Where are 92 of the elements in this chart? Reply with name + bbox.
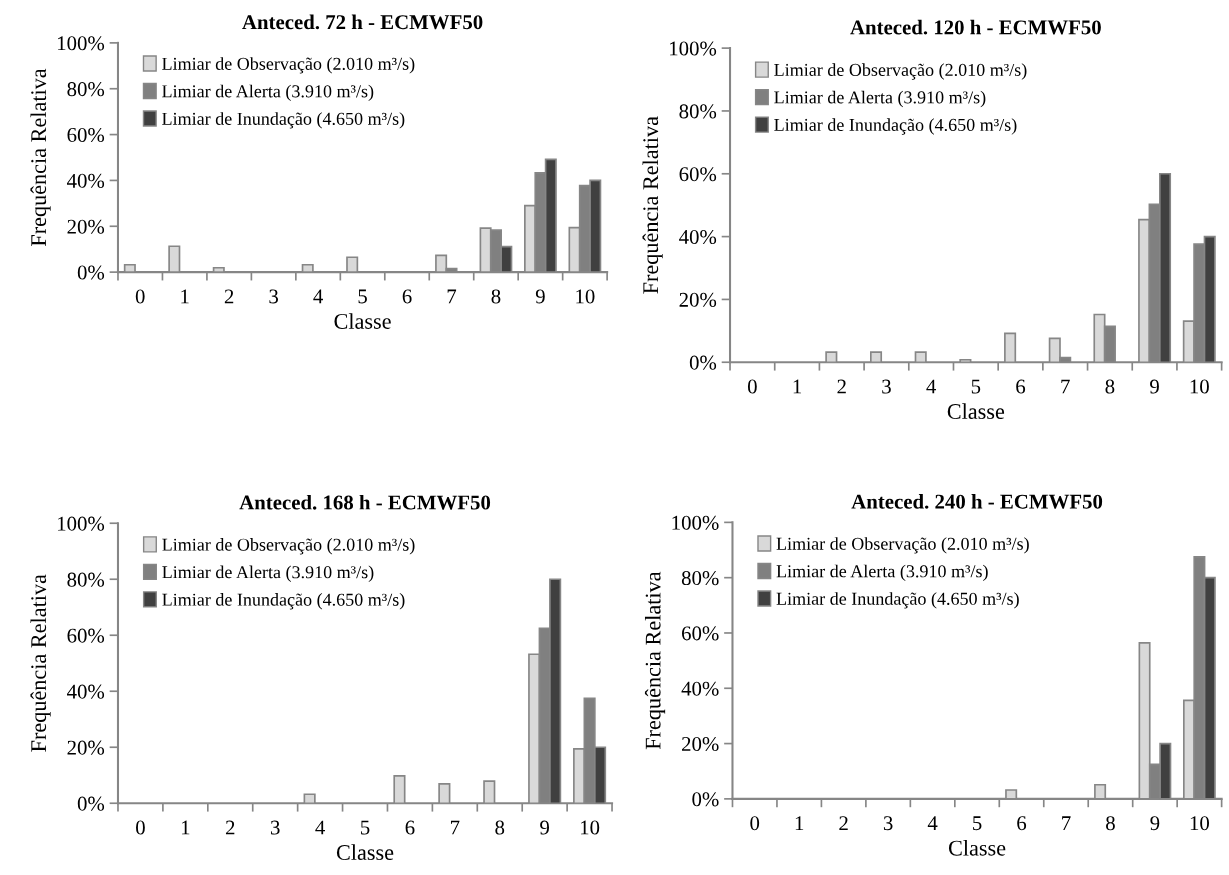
chart-title: Anteced. 72 h - ECMWF50 (242, 14, 483, 30)
x-tick-label: 10 (576, 289, 595, 304)
x-tick-label: 9 (540, 820, 550, 835)
y-tick-label: 40% (679, 229, 717, 245)
x-tick-label: 7 (447, 289, 457, 304)
x-tick-label: 4 (315, 820, 325, 835)
x-tick-label: 5 (358, 289, 367, 304)
legend-label: Limiar de Inundação (4.650 m³/s) (162, 112, 405, 129)
x-tick-label: 9 (1150, 816, 1160, 831)
legend-label: Limiar de Observação (2.010 m³/s) (776, 537, 1029, 554)
legend-label: Limiar de Alerta (3.910 m³/s) (162, 565, 374, 582)
x-tick-label: 4 (926, 379, 937, 394)
x-tick-label: 8 (495, 820, 505, 835)
x-tick-label: 2 (225, 820, 235, 835)
x-tick-label: 7 (1062, 816, 1071, 830)
y-tick-label: 0% (77, 796, 105, 811)
y-tick-label: 100% (58, 36, 105, 51)
x-tick-label: 2 (224, 289, 234, 304)
x-tick-label: 4 (313, 289, 323, 304)
x-tick-label: 6 (1017, 816, 1027, 831)
y-tick-label: 0% (689, 355, 717, 370)
legend-label: Limiar de Inundação (4.650 m³/s) (776, 592, 1019, 609)
y-tick-label: 60% (682, 626, 719, 641)
legend-label: Limiar de Inundação (4.650 m³/s) (162, 593, 405, 610)
y-tick-label: 40% (67, 173, 105, 188)
y-tick-label: 80% (67, 82, 105, 97)
x-tick-label: 3 (270, 820, 280, 835)
x-tick-label: 6 (405, 820, 415, 835)
x-tick-label: 9 (1150, 379, 1159, 394)
x-tick-label: 8 (491, 289, 501, 304)
x-tick-label: 3 (882, 379, 891, 394)
x-tick-label: 3 (883, 816, 893, 831)
legend-label: Limiar de Observação (2.010 m³/s) (774, 63, 1027, 80)
y-tick-label: 100% (672, 515, 719, 530)
x-axis-title: Classe (948, 839, 1006, 856)
y-tick-label: 60% (67, 127, 105, 143)
x-tick-label: 6 (1016, 379, 1026, 394)
x-axis-title: Classe (947, 403, 1005, 419)
x-tick-label: 8 (1105, 379, 1115, 394)
y-tick-label: 60% (67, 628, 105, 643)
x-tick-label: 7 (451, 820, 460, 835)
x-tick-label: 0 (750, 816, 760, 831)
x-tick-label: 2 (837, 379, 846, 394)
legend-label: Limiar de Alerta (3.910 m³/s) (774, 90, 986, 108)
chart-title: Anteced. 168 h - ECMWF50 (239, 494, 491, 510)
x-tick-label: 6 (402, 289, 412, 304)
chart-title: Anteced. 120 h - ECMWF50 (850, 19, 1101, 35)
legend-label: Limiar de Inundação (4.650 m³/s) (774, 118, 1017, 135)
x-tick-label: 5 (973, 816, 982, 831)
y-tick-label: 40% (67, 684, 105, 699)
x-tick-label: 1 (795, 816, 804, 830)
y-tick-label: 20% (67, 740, 105, 755)
y-tick-label: 80% (679, 104, 717, 119)
x-tick-label: 9 (535, 289, 545, 304)
x-tick-label: 1 (181, 820, 190, 835)
y-tick-label: 80% (681, 571, 719, 586)
x-tick-label: 1 (793, 379, 802, 394)
x-tick-label: 5 (971, 379, 981, 394)
x-tick-label: 5 (361, 820, 370, 835)
y-tick-label: 80% (67, 572, 105, 587)
legend-label: Limiar de Alerta (3.910 m³/s) (162, 84, 374, 102)
chart-title: Anteced. 240 h - ECMWF50 (851, 494, 1103, 509)
legend-label: Limiar de Alerta (3.910 m³/s) (776, 564, 988, 582)
x-tick-label: 0 (136, 820, 145, 835)
x-tick-label: 0 (135, 289, 145, 304)
legend-label: Limiar de Observação (2.010 m³/s) (162, 538, 415, 555)
y-tick-label: 60% (679, 167, 717, 182)
y-tick-label: 40% (681, 681, 719, 696)
x-tick-label: 2 (839, 816, 848, 830)
x-tick-label: 1 (181, 289, 189, 304)
x-tick-label: 8 (1106, 816, 1115, 831)
x-tick-label: 10 (581, 820, 600, 835)
y-tick-label: 0% (692, 792, 719, 807)
y-tick-label: 20% (679, 292, 717, 307)
y-axis-title: Frequência Relativa (30, 68, 51, 247)
y-tick-label: 0% (77, 265, 105, 280)
y-axis-title: Frequência Relativa (644, 571, 666, 750)
y-axis-title: Frequência Relativa (30, 574, 51, 752)
x-tick-label: 4 (927, 816, 938, 830)
legend-label: Limiar de Observação (2.010 m³/s) (162, 57, 415, 74)
y-axis-title: Frequência Relativa (642, 116, 663, 294)
x-tick-label: 7 (1061, 379, 1070, 394)
x-tick-label: 10 (1190, 379, 1209, 394)
y-tick-label: 20% (682, 736, 719, 752)
x-axis-title: Classe (336, 844, 394, 860)
y-tick-label: 100% (58, 516, 105, 531)
x-tick-label: 3 (269, 289, 279, 304)
x-tick-label: 10 (1190, 816, 1210, 831)
x-tick-label: 0 (747, 379, 757, 394)
x-axis-title: Classe (334, 313, 391, 329)
y-tick-label: 100% (670, 41, 717, 56)
y-tick-label: 20% (67, 219, 105, 234)
